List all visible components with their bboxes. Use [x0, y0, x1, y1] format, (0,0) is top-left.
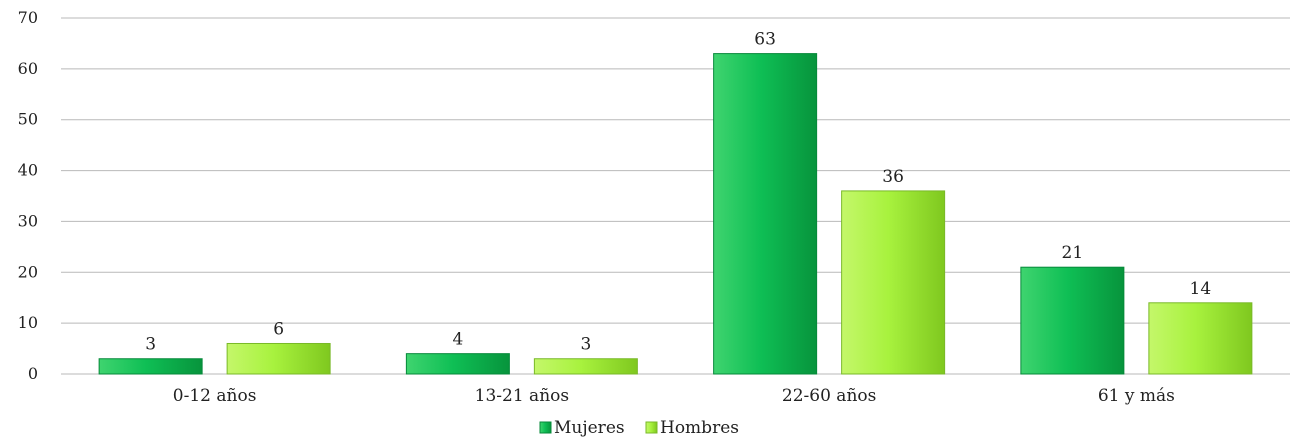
bars — [98, 53, 1253, 375]
data-label: 21 — [1062, 243, 1084, 263]
data-label: 6 — [273, 319, 284, 339]
x-category-label: 22-60 años — [782, 386, 876, 406]
legend: Mujeres Hombres — [539, 418, 739, 438]
y-tick-label: 60 — [18, 59, 38, 78]
bar-mujeres-2 — [713, 53, 818, 375]
x-category-label: 61 y más — [1098, 386, 1175, 406]
legend-swatch-mujeres — [539, 421, 552, 434]
bar-mujeres-1 — [405, 353, 510, 375]
data-label: 3 — [580, 335, 591, 355]
legend-label-mujeres: Mujeres — [554, 418, 625, 438]
data-label: 4 — [452, 330, 463, 350]
bar-hombres-2 — [841, 190, 946, 375]
y-tick-label: 50 — [18, 110, 38, 129]
data-label: 14 — [1190, 279, 1212, 299]
data-label: 36 — [882, 167, 904, 187]
y-axis: 0 10 20 30 40 50 60 70 — [18, 8, 38, 383]
bar-mujeres-3 — [1020, 266, 1125, 375]
gridlines — [61, 17, 1290, 375]
y-tick-label: 40 — [18, 161, 38, 180]
x-category-label: 13-21 años — [475, 386, 569, 406]
x-axis: 0-12 años 13-21 años 22-60 años 61 y más — [173, 386, 1175, 406]
y-tick-label: 70 — [18, 8, 38, 27]
y-tick-label: 0 — [28, 364, 38, 383]
legend-label-hombres: Hombres — [660, 418, 739, 438]
y-tick-label: 10 — [18, 313, 38, 332]
legend-swatch-hombres — [645, 421, 658, 434]
bar-hombres-3 — [1148, 302, 1253, 375]
x-category-label: 0-12 años — [173, 386, 257, 406]
bar-hombres-1 — [533, 358, 638, 375]
bar-mujeres-0 — [98, 358, 203, 375]
data-label: 63 — [754, 30, 776, 50]
y-tick-label: 20 — [18, 262, 38, 281]
bar-hombres-0 — [226, 342, 331, 375]
data-label: 3 — [145, 335, 156, 355]
y-tick-label: 30 — [18, 211, 38, 230]
